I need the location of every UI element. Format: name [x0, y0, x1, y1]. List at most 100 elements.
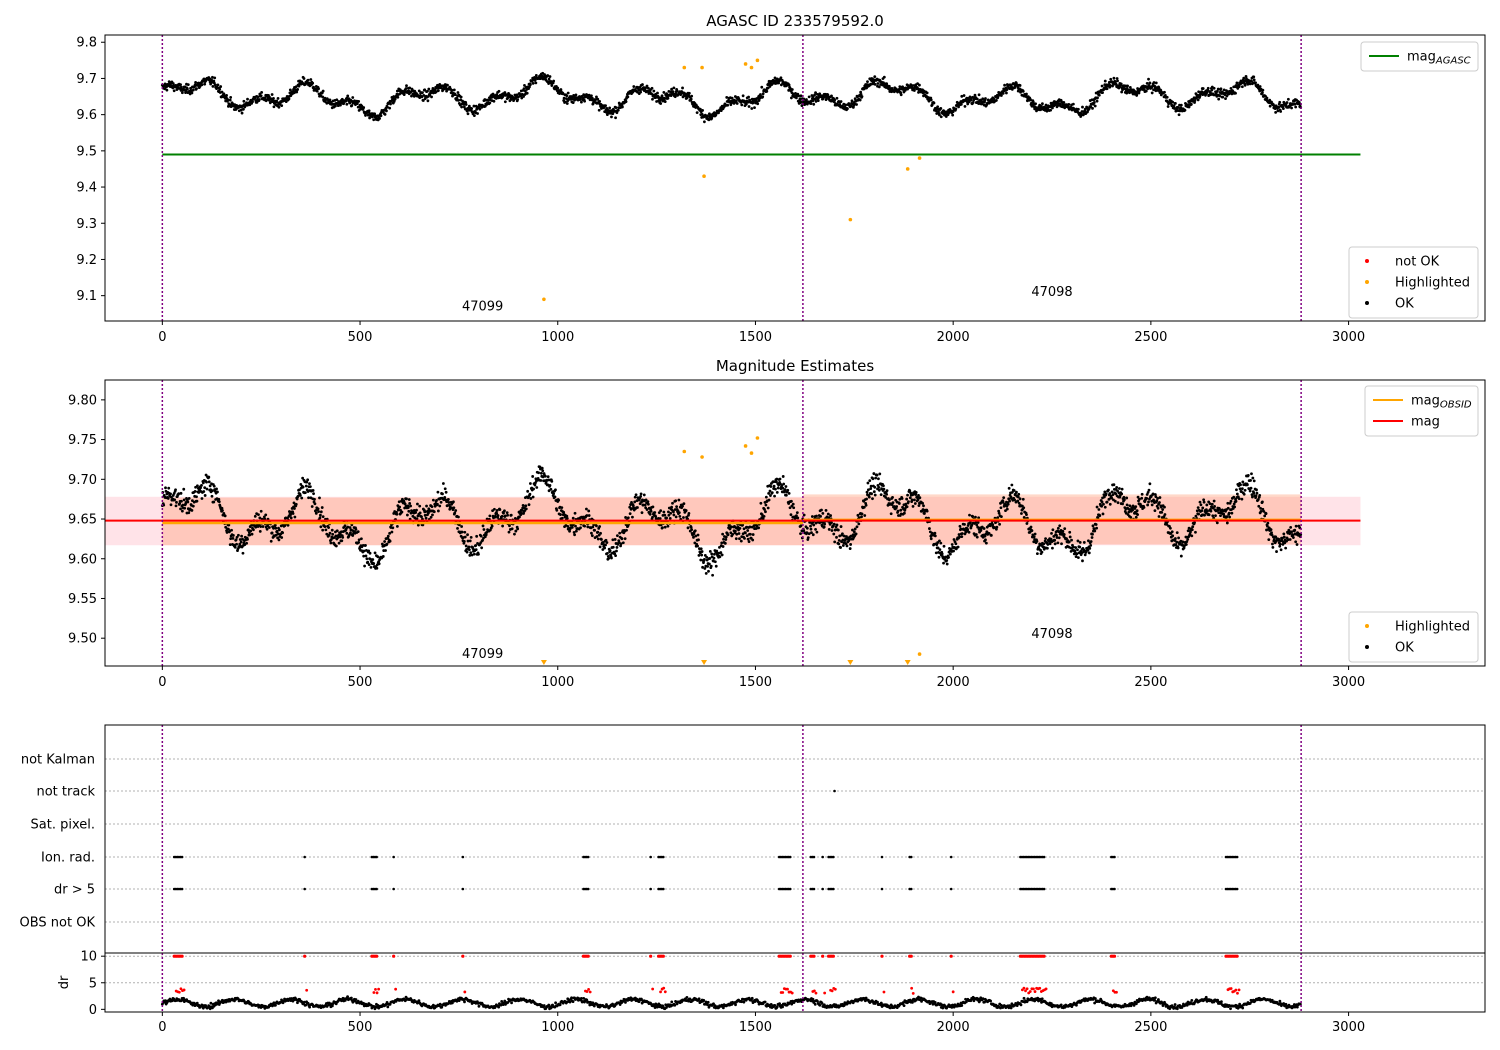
- ok-point: [1080, 110, 1084, 113]
- ok-point: [669, 511, 673, 515]
- ok-point: [1097, 508, 1101, 511]
- ok-point: [590, 96, 594, 100]
- ok-point: [462, 539, 466, 543]
- ok-point: [1114, 83, 1118, 86]
- ok-point: [314, 511, 318, 515]
- ok-point: [1278, 100, 1282, 104]
- ok-point: [907, 500, 910, 504]
- ok-point: [181, 503, 185, 507]
- ok-point: [738, 537, 741, 541]
- ok-point: [867, 495, 871, 499]
- ok-point: [311, 81, 315, 85]
- ok-point: [994, 99, 998, 102]
- ok-point: [548, 75, 552, 78]
- ok-point: [441, 482, 445, 485]
- ok-point: [363, 564, 366, 568]
- ok-point: [1095, 99, 1099, 103]
- ok-point: [460, 105, 464, 109]
- ok-point: [516, 98, 520, 102]
- ok-point: [1093, 104, 1097, 108]
- ok-point: [860, 515, 863, 519]
- ok-point: [478, 107, 482, 111]
- ok-point: [500, 514, 504, 518]
- ok-point: [510, 527, 514, 531]
- ok-point: [998, 522, 1001, 526]
- ok-point: [415, 508, 418, 512]
- ok-point: [1229, 499, 1233, 503]
- ok-point: [877, 488, 881, 492]
- ok-point: [406, 513, 409, 517]
- ok-point: [1194, 530, 1197, 534]
- ok-point: [208, 484, 212, 488]
- ok-point: [521, 503, 525, 507]
- ok-point: [195, 495, 198, 499]
- ok-point: [540, 466, 544, 470]
- ok-point: [430, 95, 433, 99]
- ok-point: [1191, 525, 1195, 529]
- ok-point: [1194, 514, 1198, 518]
- ok-point: [1025, 513, 1028, 517]
- ok-point: [1297, 100, 1301, 104]
- ok-point: [821, 511, 825, 515]
- ok-point: [203, 82, 207, 86]
- ok-point: [548, 483, 552, 487]
- ok-point: [959, 102, 963, 106]
- ok-point: [1029, 525, 1033, 529]
- highlighted-point: [743, 62, 748, 66]
- ok-point: [1063, 527, 1067, 530]
- ok-point: [1152, 81, 1156, 84]
- ok-point: [195, 499, 199, 503]
- ok-point: [827, 528, 831, 531]
- ok-point: [203, 494, 207, 497]
- ok-point: [1150, 503, 1154, 507]
- ok-point: [1104, 492, 1108, 496]
- ok-point: [746, 537, 750, 541]
- ok-point: [552, 492, 556, 496]
- ok-point: [433, 88, 437, 92]
- ok-point: [436, 89, 440, 93]
- ok-point: [936, 105, 940, 109]
- ok-point: [729, 103, 733, 107]
- ok-point: [598, 525, 602, 528]
- ok-point: [1006, 502, 1010, 506]
- ok-point: [916, 498, 920, 502]
- ok-point: [1207, 513, 1211, 517]
- ok-point: [877, 85, 881, 89]
- ok-point: [1040, 102, 1044, 106]
- ok-point: [400, 510, 404, 514]
- ok-point: [248, 533, 252, 537]
- ok-point: [701, 108, 704, 112]
- ok-point: [800, 100, 803, 104]
- ok-point: [312, 85, 315, 89]
- ok-point: [877, 486, 881, 489]
- ok-point: [1258, 85, 1262, 88]
- ok-point: [354, 528, 358, 531]
- ok-point: [527, 503, 531, 507]
- ok-point: [270, 531, 274, 535]
- ok-point: [835, 96, 839, 100]
- ok-point: [436, 509, 440, 513]
- ok-point: [1108, 492, 1112, 495]
- ok-point: [1107, 488, 1110, 492]
- ok-point: [516, 527, 520, 531]
- highlighted-point: [682, 65, 687, 70]
- ok-point: [313, 497, 316, 501]
- ok-point: [685, 96, 689, 100]
- ok-point: [1105, 500, 1109, 504]
- ok-point: [555, 508, 559, 512]
- ok-point: [795, 511, 799, 515]
- ok-point: [1005, 507, 1009, 511]
- ok-point: [939, 541, 943, 545]
- ok-point: [1136, 513, 1140, 517]
- ok-point: [866, 80, 869, 84]
- ok-point: [269, 539, 273, 543]
- ok-point: [416, 502, 419, 506]
- ok-point: [724, 538, 728, 541]
- ok-point: [618, 531, 622, 535]
- ok-point: [341, 536, 345, 539]
- ok-point: [480, 546, 484, 550]
- ok-point: [651, 505, 655, 509]
- ok-point: [595, 95, 598, 99]
- ok-point: [899, 93, 903, 97]
- ok-point: [566, 91, 570, 95]
